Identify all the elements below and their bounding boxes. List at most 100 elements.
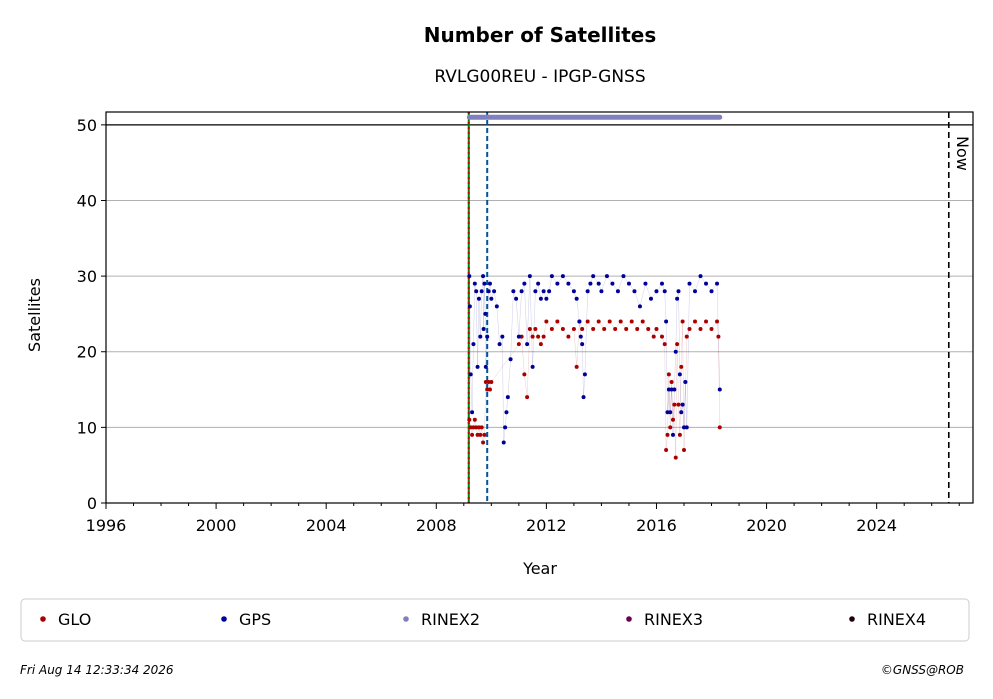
glo-point	[541, 334, 546, 339]
gps-point	[682, 425, 686, 430]
gps-point	[577, 319, 582, 324]
gps-point	[500, 334, 505, 339]
glo-point	[483, 379, 488, 384]
legend-box	[20, 598, 970, 642]
gps-point	[530, 364, 535, 369]
legend-marker-rinex3	[626, 616, 632, 622]
gps-point	[654, 289, 659, 294]
glo-point	[704, 319, 709, 324]
gps-point	[715, 281, 720, 286]
glo-point	[676, 402, 681, 407]
gps-point	[604, 274, 609, 279]
glo-point	[530, 334, 535, 339]
gps-point	[574, 296, 579, 301]
glo-point	[566, 334, 571, 339]
glo-point	[475, 432, 480, 437]
gps-point	[683, 379, 688, 384]
y-tick-label: 50	[77, 116, 97, 135]
gps-point	[621, 274, 626, 279]
gps-point	[659, 281, 664, 286]
gps-point	[693, 289, 698, 294]
gps-point	[511, 289, 516, 294]
legend-label-gps: GPS	[239, 610, 271, 629]
gps-point	[709, 289, 714, 294]
glo-point	[486, 379, 491, 384]
gps-point	[581, 395, 586, 400]
legend-label-rinex3: RINEX3	[644, 610, 703, 629]
gps-point	[536, 281, 541, 286]
glo-point	[618, 319, 623, 324]
glo-point	[522, 372, 527, 377]
glo-point	[596, 319, 601, 324]
gps-point	[679, 410, 684, 415]
glo-point	[682, 448, 686, 453]
glo-point	[662, 342, 667, 347]
x-tick-label: 2020	[746, 516, 787, 535]
gps-point	[680, 402, 685, 407]
x-tick-label: 2012	[526, 516, 567, 535]
gps-point	[704, 281, 709, 286]
glo-point	[516, 342, 521, 347]
glo-point	[571, 327, 576, 332]
gps-point	[516, 334, 521, 339]
glo-point	[478, 432, 483, 437]
y-axis-ticks: 0 10 20 30 40 50	[77, 116, 106, 513]
y-tick-label: 0	[87, 494, 97, 513]
gps-point	[494, 304, 499, 309]
glo-point	[482, 432, 487, 437]
gps-point	[467, 274, 472, 279]
gps-point	[481, 327, 486, 332]
gps-point	[492, 289, 497, 294]
glo-point	[624, 327, 629, 332]
y-tick-label: 30	[77, 267, 97, 286]
glo-trace	[469, 320, 720, 458]
gps-point	[508, 357, 513, 362]
gps-point	[527, 274, 532, 279]
y-axis-label: Satellites	[25, 278, 44, 352]
glo-point	[591, 327, 596, 332]
glo-point	[549, 327, 554, 332]
gps-point	[485, 334, 490, 339]
gps-point	[670, 432, 675, 437]
glo-point	[672, 402, 677, 407]
glo-point	[646, 327, 651, 332]
glo-point	[654, 327, 659, 332]
gps-point	[580, 342, 585, 347]
gps-point	[666, 387, 671, 392]
gps-point	[489, 296, 494, 301]
glo-point	[693, 319, 698, 324]
gps-point	[588, 281, 593, 286]
gps-point	[632, 289, 637, 294]
gps-point	[478, 334, 483, 339]
glo-point	[684, 334, 689, 339]
glo-point	[715, 319, 720, 324]
gps-point	[637, 304, 642, 309]
gps-point	[676, 289, 681, 294]
legend-label-rinex2: RINEX2	[421, 610, 480, 629]
gps-point	[582, 372, 587, 377]
gps-point	[472, 281, 477, 286]
reference-lines	[467, 112, 950, 503]
gps-point	[503, 425, 508, 430]
gps-point	[571, 289, 576, 294]
glo-point	[525, 395, 530, 400]
gps-point	[483, 364, 488, 369]
gps-point	[585, 289, 590, 294]
gps-point	[541, 289, 546, 294]
gps-point	[560, 274, 565, 279]
x-axis-label: Year	[522, 559, 557, 578]
glo-point	[479, 425, 484, 430]
legend: GLO GPS RINEX2 RINEX3 RINEX4	[40, 610, 926, 629]
glo-point	[651, 334, 656, 339]
glo-point	[527, 327, 532, 332]
gps-point	[497, 342, 502, 347]
glo-point	[519, 334, 524, 339]
gps-point	[504, 410, 509, 415]
glo-point	[680, 319, 685, 324]
glo-point	[670, 417, 675, 422]
glo-point	[717, 425, 722, 430]
footer-timestamp: Fri Aug 14 12:33:34 2026	[20, 663, 174, 677]
x-tick-label: 2016	[636, 516, 677, 535]
x-tick-label: 2008	[416, 516, 457, 535]
gps-trace	[469, 275, 720, 443]
